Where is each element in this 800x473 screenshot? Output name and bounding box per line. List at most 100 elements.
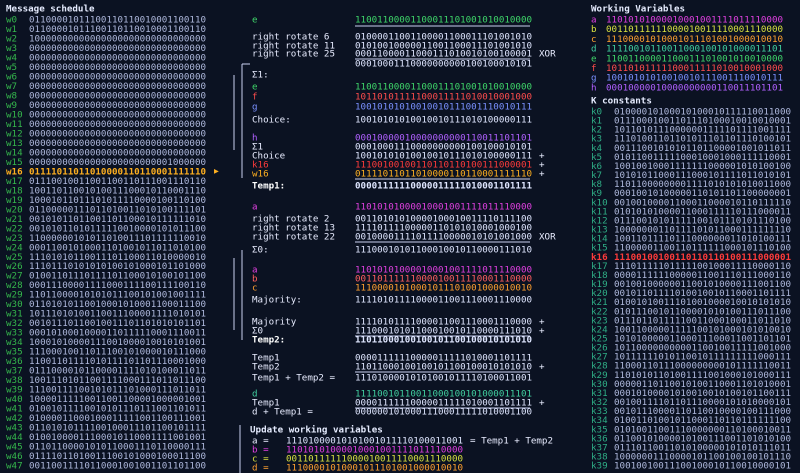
bit-string: 11110101111000011001110001110000	[355, 317, 532, 328]
bit-string: 11101010110011101100011010000010	[29, 252, 206, 263]
row-label: d	[591, 44, 597, 55]
bit-string: 00000000000000000000000000000000	[29, 62, 206, 73]
line-label: Σ0:	[252, 245, 269, 256]
line-label: b	[252, 274, 258, 285]
row-label: k28	[591, 361, 608, 372]
operator: XOR	[539, 49, 556, 60]
operator: +	[539, 362, 545, 373]
bit-string: 11100111100101011101000111011011	[29, 385, 206, 396]
bit-string: 00010001110000000000100100010101	[355, 142, 532, 153]
row-label: w3	[6, 43, 17, 54]
row-label: w10	[6, 109, 23, 120]
row-label: k20	[591, 288, 608, 299]
bit-string: 00101101111010010010110001101111	[614, 288, 791, 299]
bit-string: 11101000010101001011110100011001	[355, 373, 532, 384]
row-label: k1	[591, 116, 602, 127]
current-round-arrow: ▶	[214, 167, 219, 176]
bit-string: 00100100001100011000010110111110	[614, 197, 791, 208]
line-label: right rotate 11	[252, 41, 335, 52]
operator: +	[539, 151, 545, 162]
line-label: a =	[252, 436, 269, 447]
line-label: a	[252, 202, 258, 213]
bit-string: 01000011000100011111001100111001	[29, 413, 206, 424]
row-label: w20	[6, 204, 23, 215]
bit-string: 00000000000000000000000000000000	[29, 71, 206, 82]
bit-string: 01100001011100110110010001100110	[29, 24, 206, 35]
bit-string: 11100100100110110110100111000001	[614, 252, 791, 263]
row-label: e	[591, 53, 597, 64]
bit-string: 00000000000000000000000000000000	[29, 90, 206, 101]
bit-string: 01000011001100001100011101001010	[355, 32, 532, 43]
row-label: k39	[591, 461, 608, 472]
bit-string: 11010101000010001001111011110000	[355, 265, 532, 276]
line-label: Temp2:	[252, 335, 285, 346]
row-label: k25	[591, 334, 608, 345]
bit-string: 10110101111100011111010010001000	[355, 92, 532, 103]
row-label: w0	[6, 15, 17, 26]
bit-string: 00011100001111000111100111100110	[29, 280, 206, 291]
row-label: w12	[6, 128, 23, 139]
panel-title: K constants	[591, 96, 652, 107]
bit-string: 00010100001010010010100101100111	[614, 388, 791, 399]
bit-string: 00100001111011110000010101001000	[355, 232, 532, 243]
row-label: a	[591, 15, 597, 26]
bit-string: 00010010100000110101101100000001	[614, 188, 791, 199]
bit-string: 00000000000000000000000001000000	[29, 157, 206, 168]
bit-string: 10010101010010010111010100000111	[355, 151, 532, 162]
row-label: k27	[591, 352, 608, 363]
bit-string: 00000000000000000000000000000000	[29, 81, 206, 92]
bit-string: 01001000011100010110001111001001	[29, 432, 206, 443]
row-label: w36	[6, 356, 23, 367]
bit-string: 10110101110000001111101111001111	[614, 125, 791, 136]
line-label: Choice	[252, 151, 285, 162]
row-label: w42	[6, 413, 23, 424]
bit-string: 00100100000011001010000111001100	[614, 279, 791, 290]
row-label: w28	[6, 280, 23, 291]
row-label: w25	[6, 252, 23, 263]
bit-string: 01011001111100010001000111110001	[614, 152, 791, 163]
operator: = Temp1 + Temp2	[470, 436, 553, 447]
row-label: k32	[591, 397, 608, 408]
bit-string: 01010010000011001100011101001010	[355, 41, 532, 52]
row-label: k5	[591, 152, 602, 163]
line-label: k16	[252, 160, 269, 171]
row-label: k37	[591, 442, 608, 453]
line-label: right rotate 22	[252, 232, 335, 243]
bit-string: 11001100001100011101001010010000	[355, 82, 532, 93]
row-label: w5	[6, 62, 17, 73]
bit-string: 10000000000000000000000000000000	[29, 33, 206, 44]
row-label: k24	[591, 324, 608, 335]
bit-string: 01001011110010101110111001101011	[29, 404, 206, 415]
row-label: w1	[6, 24, 17, 35]
bit-string: 01110010011001100110111001110110	[29, 176, 206, 187]
row-label: w33	[6, 328, 23, 339]
row-label: h	[591, 82, 597, 93]
row-label: w35	[6, 347, 23, 358]
row-label: w13	[6, 138, 23, 149]
bit-string: 00000000000000000000000000000000	[29, 43, 206, 54]
row-label: w30	[6, 299, 23, 310]
row-label: w37	[6, 366, 23, 377]
row-label: k9	[591, 188, 602, 199]
row-label: k26	[591, 343, 608, 354]
bit-string: 00000000000000000000000000000000	[29, 147, 206, 158]
bit-string: 00000000000000000000000000000000	[29, 100, 206, 111]
bit-string: 01101010111100100011101100101111	[29, 423, 206, 434]
row-label: k4	[591, 143, 603, 154]
bit-string: 00001111110000011111010001101111	[355, 181, 532, 192]
bit-string: 10011011001010011100010110001110	[29, 185, 206, 196]
bit-string: 00000000000000000000000000000000	[29, 138, 206, 149]
line-label: Majority	[252, 317, 297, 328]
row-label: k16	[591, 252, 608, 263]
bit-string: 00000000000000000000000000000000	[29, 119, 206, 130]
row-label: w47	[6, 461, 23, 472]
bit-string: 00000000000000000000000000000000	[29, 128, 206, 139]
bit-string: 10011101011001111000111011011100	[29, 375, 206, 386]
operator: +	[539, 160, 545, 171]
line-label: Temp1:	[252, 181, 285, 192]
bit-string: 01110110111110011000100011011010	[614, 315, 791, 326]
row-label: w14	[6, 147, 23, 158]
bit-string: 01011100101100001010100111011100	[614, 306, 791, 317]
bit-string: 00110111111000010011110001110000	[355, 274, 532, 285]
bit-string: 11010101000010001001111011110000	[286, 445, 463, 456]
